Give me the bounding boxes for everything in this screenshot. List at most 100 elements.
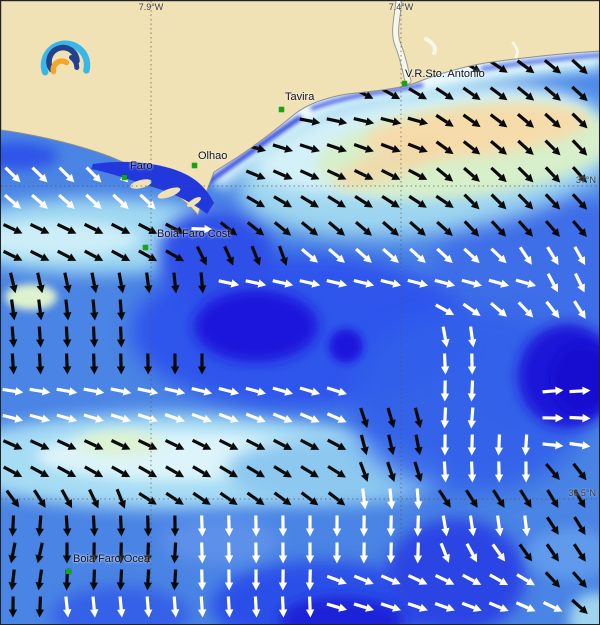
flow-arrow [224,569,234,591]
station-marker[interactable] [143,245,148,250]
flow-arrow [408,87,427,100]
flow-arrow [224,596,234,618]
station-marker[interactable] [279,107,284,112]
flow-arrow [517,220,534,237]
flow-arrow [435,194,454,208]
flow-arrow [164,438,185,450]
flow-arrow [467,407,476,429]
flow-arrow [299,279,321,288]
flow-arrow [116,326,126,348]
flow-arrow [407,602,428,612]
flow-arrow [197,515,207,537]
flow-arrow [359,542,369,564]
flow-arrow [544,220,560,237]
flow-arrow [326,169,347,180]
flow-arrow [327,491,346,506]
flow-arrow [413,542,423,564]
station-marker[interactable] [66,569,71,574]
flow-arrow [326,602,348,612]
flow-arrow [89,515,99,537]
flow-arrow [112,193,129,210]
logo-right-arc [69,55,80,70]
flow-arrow [8,515,18,537]
flow-arrow [62,515,72,537]
flow-arrow [382,247,399,263]
flow-arrow [436,247,453,264]
flow-arrow [299,169,320,180]
flow-arrow [88,488,99,509]
flow-arrow [543,59,562,74]
flow-arrow [299,412,320,423]
flow-arrow [191,386,213,396]
station-marker[interactable] [402,81,407,86]
flow-arrow [521,461,531,483]
flow-arrow [191,438,212,450]
flow-arrow [35,596,45,618]
flow-arrow [36,299,45,321]
flow-arrow [360,488,369,510]
flow-arrow [463,220,480,237]
flow-arrow [463,193,480,210]
inlet [424,37,437,55]
flow-arrow [58,193,75,209]
flow-arrow [56,387,78,396]
flow-arrow [299,117,321,126]
flow-arrow [35,326,45,348]
flow-arrow [57,465,77,478]
flow-arrow [571,193,588,210]
flow-arrow [251,515,261,537]
flow-arrow [198,272,207,294]
flow-arrow [545,516,559,535]
station-marker[interactable] [192,163,197,168]
flow-arrow [84,465,104,478]
flow-arrow [353,117,375,126]
inlet [511,41,519,59]
flow-arrow [515,601,536,612]
flow-arrow [246,221,265,236]
flow-arrow [300,248,319,263]
flow-arrow [353,602,375,612]
flow-arrow [272,143,294,153]
flow-arrow [387,488,396,510]
flow-arrow [110,387,132,396]
flow-arrow [439,542,450,563]
flow-arrow [272,279,294,288]
flow-arrow [521,434,531,456]
flow-arrow [273,491,292,506]
flow-arrow [83,439,104,450]
flow-arrow [278,596,288,618]
shore-dark-ribbon [310,83,424,111]
flow-arrow [413,515,423,537]
flow-arrow [544,571,561,588]
flow-arrow [573,300,586,319]
flow-arrow [29,387,51,396]
flow-arrow [218,386,240,396]
flow-arrow [305,542,315,564]
flow-arrow [463,166,480,182]
flow-arrow [110,439,131,450]
flow-arrow [380,142,401,153]
flow-arrow [489,140,508,155]
flow-arrow [495,515,504,537]
flow-arrow [29,249,50,261]
flow-arrow [326,412,347,423]
flow-arrow [407,574,428,585]
flow-arrow [359,515,369,537]
flow-arrow [490,247,507,264]
flow-arrow [138,492,157,505]
flow-arrow [2,413,24,423]
flow-arrow [191,224,213,234]
flow-arrow [245,412,266,423]
station-marker[interactable] [122,175,127,180]
flow-arrow [110,413,132,423]
flow-arrow [413,488,423,510]
flow-arrow [143,353,153,375]
flow-arrow [462,302,481,316]
flow-arrow [462,113,481,128]
flow-arrow [461,601,482,612]
flow-arrow [380,602,401,612]
shore-dark-ribbon [480,52,599,72]
flow-arrow [571,571,587,588]
flow-arrow [572,543,586,562]
